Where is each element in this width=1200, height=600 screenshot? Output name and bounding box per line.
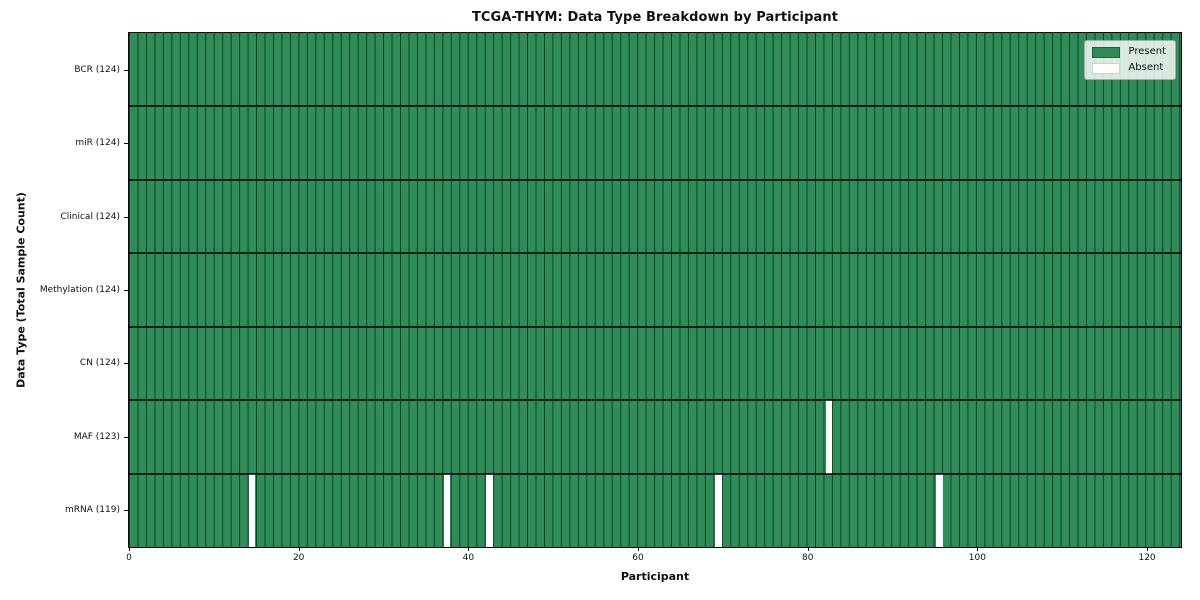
x-tick-mark bbox=[638, 547, 640, 551]
x-tick-label-20: 20 bbox=[292, 553, 305, 563]
y-tick-label-mRNA: mRNA (119) bbox=[65, 505, 120, 516]
absent-cell-mRNA-14 bbox=[248, 473, 256, 547]
y-tick-mark bbox=[124, 143, 128, 145]
cell-grid-lines bbox=[129, 33, 1181, 547]
legend-entry-absent: Absent bbox=[1092, 62, 1166, 74]
y-tick-label-Methylation: Methylation (124) bbox=[39, 285, 120, 295]
y-tick-mark bbox=[124, 510, 128, 512]
absent-cell-mRNA-69 bbox=[715, 473, 722, 547]
legend-swatch-absent bbox=[1092, 62, 1121, 74]
row-separator bbox=[129, 178, 1181, 181]
x-tick-mark bbox=[1147, 547, 1149, 551]
legend: Present Absent bbox=[1084, 40, 1176, 80]
x-tick-mark bbox=[468, 547, 470, 551]
y-tick-mark bbox=[124, 436, 128, 438]
chart-title: TCGA-THYM: Data Type Breakdown by Partic… bbox=[471, 10, 839, 25]
x-axis-label: Participant bbox=[620, 570, 690, 583]
x-tick-label-0: 0 bbox=[126, 553, 132, 563]
y-tick-label-Clinical: Clinical (124) bbox=[60, 211, 120, 222]
legend-swatch-present bbox=[1092, 46, 1121, 58]
x-tick-mark bbox=[129, 547, 130, 551]
x-tick-label-120: 120 bbox=[1138, 553, 1156, 563]
row-separator bbox=[129, 325, 1181, 328]
row-separator bbox=[129, 399, 1181, 402]
y-tick-label-miR: miR (124) bbox=[75, 138, 120, 149]
x-tick-label-60: 60 bbox=[632, 553, 644, 563]
legend-entry-present: Present bbox=[1092, 46, 1166, 58]
x-tick-label-40: 40 bbox=[462, 553, 475, 563]
y-tick-label-MAF: MAF (123) bbox=[73, 431, 120, 442]
y-tick-mark bbox=[124, 216, 128, 218]
x-tick-mark bbox=[298, 547, 300, 551]
absent-cell-mRNA-37 bbox=[443, 473, 451, 547]
y-tick-label-CN: CN (124) bbox=[79, 358, 120, 369]
row-separator bbox=[129, 252, 1181, 255]
row-separator bbox=[129, 105, 1181, 108]
x-tick-mark bbox=[807, 547, 809, 551]
x-tick-label-100: 100 bbox=[968, 553, 986, 563]
absent-cell-mRNA-42 bbox=[486, 473, 493, 547]
row-separator bbox=[129, 472, 1181, 475]
absent-cell-mRNA-95 bbox=[935, 473, 943, 547]
plot-area: Present Absent bbox=[128, 32, 1182, 548]
x-tick-mark bbox=[977, 547, 979, 551]
legend-label: Absent bbox=[1128, 62, 1164, 73]
x-tick-label-80: 80 bbox=[801, 553, 814, 563]
legend-label: Present bbox=[1128, 46, 1166, 57]
y-tick-label-BCR: BCR (124) bbox=[74, 64, 120, 75]
y-tick-mark bbox=[124, 290, 128, 291]
y-tick-mark bbox=[124, 363, 128, 365]
absent-cell-MAF-82 bbox=[825, 400, 833, 474]
y-tick-mark bbox=[124, 69, 128, 71]
